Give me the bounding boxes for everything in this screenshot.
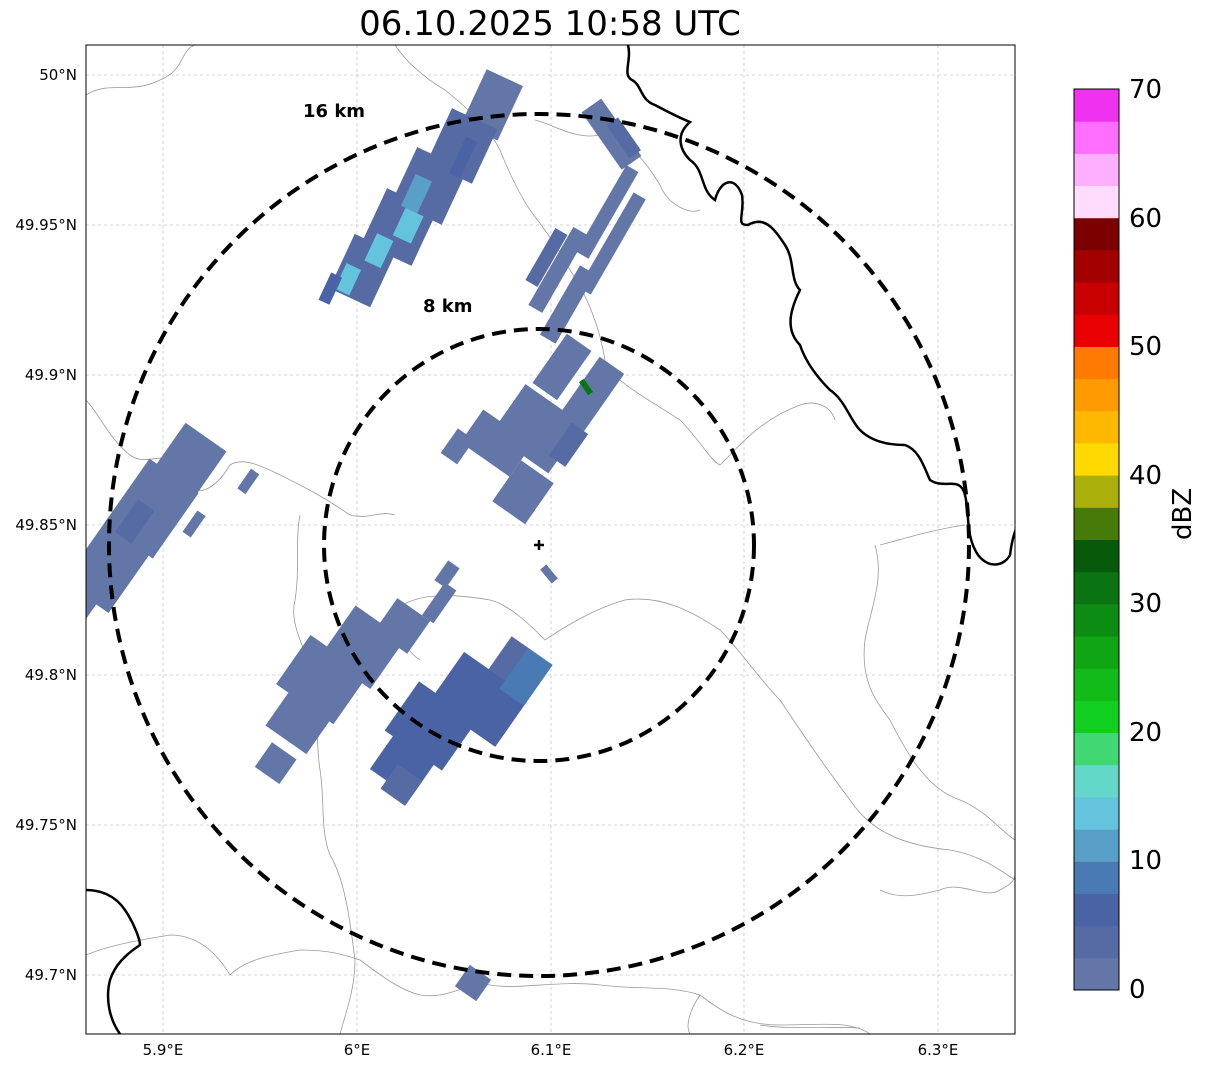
admin-boundaries <box>86 45 1015 1034</box>
colorbar-segment <box>1074 507 1119 540</box>
colorbar-segment <box>1074 893 1119 927</box>
colorbar-segment <box>1074 410 1119 444</box>
colorbar-segment <box>1074 249 1119 283</box>
lat-label-50.00: 50°N <box>39 66 77 84</box>
colorbar-segment <box>1074 796 1119 830</box>
colorbar-segment <box>1074 861 1119 894</box>
colorbar-segment <box>1074 603 1119 637</box>
colorbar-segment <box>1074 925 1119 959</box>
lon-label-5.9: 5.9°E <box>143 1041 184 1059</box>
echo-cell-northeast <box>581 98 642 170</box>
colorbar-segment <box>1074 185 1119 219</box>
colorbar-segment <box>1074 571 1119 605</box>
colorbar-segment <box>1074 121 1119 154</box>
colorbar <box>1074 89 1119 991</box>
colorbar-segment <box>1074 636 1119 669</box>
colorbar-tick-50: 50 <box>1129 332 1163 362</box>
lat-label-49.80: 49.8°N <box>25 666 77 684</box>
radar-site-marker <box>534 540 544 550</box>
colorbar-tick-20: 20 <box>1129 718 1163 748</box>
colorbar-segment <box>1074 732 1119 766</box>
colorbar-segment <box>1074 282 1119 315</box>
colorbar-segment <box>1074 442 1119 476</box>
colorbar-tick-40: 40 <box>1129 461 1163 491</box>
lon-label-6.0: 6°E <box>344 1041 371 1059</box>
ring-label-16km: 16 km <box>303 101 365 122</box>
lat-label-49.90: 49.9°N <box>25 366 77 384</box>
colorbar-tick-30: 30 <box>1129 589 1163 619</box>
lat-label-49.85: 49.85°N <box>15 516 77 534</box>
lat-label-49.95: 49.95°N <box>15 216 77 234</box>
echo-cell-southwest <box>254 560 460 785</box>
colorbar-segment <box>1074 314 1119 347</box>
colorbar-tick-60: 60 <box>1129 204 1163 234</box>
colorbar-segment <box>1074 475 1119 508</box>
colorbar-segment <box>1074 668 1119 701</box>
colorbar-segment <box>1074 957 1119 991</box>
national-borders <box>86 45 1015 1034</box>
echo-cell-north <box>318 69 523 308</box>
colorbar-tick-0: 0 <box>1129 975 1146 1005</box>
colorbar-segment <box>1074 153 1119 187</box>
lon-label-6.1: 6.1°E <box>531 1041 572 1059</box>
echo-green-pixel <box>578 378 594 396</box>
colorbar-segment <box>1074 346 1119 380</box>
radar-echoes <box>86 69 646 1002</box>
colorbar-tick-10: 10 <box>1129 846 1163 876</box>
lat-label-49.70: 49.7°N <box>25 966 77 984</box>
map-frame <box>85 44 1016 1035</box>
range-ring-16km <box>107 112 971 978</box>
echo-cell-center <box>440 333 625 525</box>
colorbar-label: dBZ <box>1168 487 1198 540</box>
map-title: 06.10.2025 10:58 UTC <box>359 4 741 44</box>
colorbar-frame <box>1073 88 1120 991</box>
echo-band-center <box>525 165 646 344</box>
graticule <box>86 45 1015 1034</box>
lon-label-6.2: 6.2°E <box>724 1041 765 1059</box>
range-rings <box>107 112 971 978</box>
colorbar-segment <box>1074 539 1119 573</box>
range-ring-8km <box>322 327 756 763</box>
colorbar-segment <box>1074 829 1119 862</box>
colorbar-segment <box>1074 700 1119 734</box>
ring-label-8km: 8 km <box>423 296 473 317</box>
colorbar-segment <box>1074 217 1119 251</box>
lat-label-49.75: 49.75°N <box>15 816 77 834</box>
colorbar-segment <box>1074 764 1119 798</box>
colorbar-tick-70: 70 <box>1129 75 1163 105</box>
lon-label-6.3: 6.3°E <box>918 1041 959 1059</box>
colorbar-segment <box>1074 89 1119 122</box>
echo-cell-south <box>369 636 553 806</box>
colorbar-segment <box>1074 378 1119 412</box>
